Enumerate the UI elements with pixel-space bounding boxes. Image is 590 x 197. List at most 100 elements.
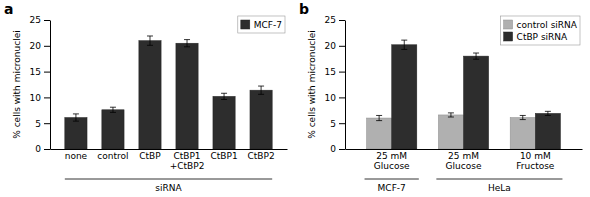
y-tick-mark [339, 20, 345, 21]
y-tick-mark [44, 123, 50, 124]
y-tick: 5 [330, 119, 345, 129]
x-tick: 25 mMGlucose [446, 151, 482, 171]
x-tick-label: 25 mMGlucose [374, 151, 410, 171]
x-axis: none control CtBP CtBP1+CtBP2 CtBP1 CtBP2 [51, 150, 288, 172]
error-bar [147, 36, 153, 45]
y-tick-mark [339, 97, 345, 98]
x-tick: CtBP1+CtBP2 [170, 151, 205, 171]
bar-series [392, 40, 561, 149]
legend: control siRNA CtBP siRNA [501, 16, 580, 45]
y-tick-label: 25 [30, 15, 41, 25]
y-axis-label: % cells with micronuclei [307, 30, 317, 139]
legend-item: control siRNA [504, 20, 578, 30]
x-axis-line [51, 149, 288, 150]
x-tick: CtBP [139, 151, 161, 161]
y-tick: 5 [35, 119, 50, 129]
y-tick-mark [44, 46, 50, 47]
y-axis-label: % cells with micronuclei [12, 30, 22, 139]
x-tick-label: control [97, 151, 128, 161]
x-tick-label: CtBP1 [210, 151, 237, 161]
y-tick: 25 [30, 15, 50, 25]
bracket [365, 179, 419, 180]
x-axis: 25 mMGlucose 25 mMGlucose 10 mMFructose [346, 150, 583, 172]
error-bar [184, 40, 190, 47]
legend-swatch [504, 32, 513, 41]
bar [65, 118, 87, 149]
bar [464, 56, 489, 149]
plot-area [367, 40, 561, 149]
y-tick: 15 [325, 67, 345, 77]
y-tick: 20 [30, 41, 50, 51]
y-tick: 25 [325, 15, 345, 25]
panel-label: a [4, 1, 13, 17]
bracket [436, 179, 562, 180]
error-bar [258, 86, 264, 94]
bracket [65, 179, 272, 180]
y-tick-label: 25 [325, 15, 336, 25]
error-bar [520, 115, 526, 119]
y-tick-mark [44, 72, 50, 73]
legend-swatch [504, 20, 513, 29]
y-axis: 0 5 10 15 20 25 [30, 15, 51, 154]
x-tick: CtBP1 [210, 151, 237, 161]
bar [102, 110, 124, 149]
y-tick: 10 [30, 93, 50, 103]
legend-box [501, 16, 580, 45]
panel: 0 5 10 15 20 25 none control CtBP CtBP1+CtBP2 CtBP… [12, 15, 288, 193]
y-tick-label: 5 [330, 119, 336, 129]
legend-box [238, 16, 285, 33]
bar [510, 118, 535, 149]
bracket-label: MCF-7 [378, 183, 406, 193]
bar [250, 90, 272, 149]
bar [438, 115, 463, 149]
bar-series [65, 36, 272, 149]
legend-item: CtBP siRNA [504, 32, 568, 42]
error-bar [376, 115, 382, 120]
y-tick-label: 10 [325, 93, 337, 103]
bar [213, 96, 235, 149]
error-bar [473, 53, 479, 59]
panel-label: b [299, 1, 309, 17]
error-bar [73, 114, 79, 121]
y-axis-line [50, 21, 51, 150]
y-tick-label: 0 [330, 144, 336, 154]
legend-label: CtBP siRNA [517, 32, 568, 42]
y-tick-label: 0 [35, 144, 41, 154]
panel: 0 5 10 15 20 25 25 mMGlucose 25 mMGlucose 10 mMF… [307, 15, 583, 193]
y-tick-label: 15 [325, 67, 336, 77]
bracket-label: HeLa [488, 183, 511, 193]
error-bar [448, 113, 454, 117]
x-tick: CtBP2 [248, 151, 275, 161]
x-tick-label: 10 mMFructose [516, 151, 555, 171]
legend: MCF-7 [238, 16, 285, 33]
x-tick-label: 25 mMGlucose [446, 151, 482, 171]
error-bar [110, 107, 116, 112]
bar [392, 45, 417, 149]
legend-label: MCF-7 [254, 20, 282, 30]
y-tick-mark [44, 97, 50, 98]
y-tick-mark [339, 149, 345, 150]
y-tick-label: 10 [30, 93, 42, 103]
x-axis-line [346, 149, 583, 150]
y-tick-mark [44, 149, 50, 150]
error-bar [401, 40, 407, 49]
y-tick-label: 20 [30, 41, 42, 51]
y-axis-line [345, 21, 346, 150]
error-bar [545, 111, 551, 115]
y-tick: 15 [30, 67, 50, 77]
legend-label: control siRNA [517, 20, 578, 30]
bar [367, 118, 392, 149]
figure: 0 5 10 15 20 25 none control CtBP CtBP1+CtBP2 CtBP… [0, 0, 590, 197]
x-tick: 10 mMFructose [516, 151, 555, 171]
x-tick: none [65, 151, 88, 161]
y-tick: 0 [330, 144, 345, 154]
bar [535, 113, 560, 149]
y-tick: 0 [35, 144, 50, 154]
x-tick-label: CtBP1+CtBP2 [170, 151, 205, 171]
x-tick-label: CtBP [139, 151, 161, 161]
y-tick-mark [44, 20, 50, 21]
y-tick-label: 20 [325, 41, 337, 51]
x-tick: control [97, 151, 128, 161]
legend-swatch [241, 20, 250, 29]
y-tick-mark [339, 72, 345, 73]
